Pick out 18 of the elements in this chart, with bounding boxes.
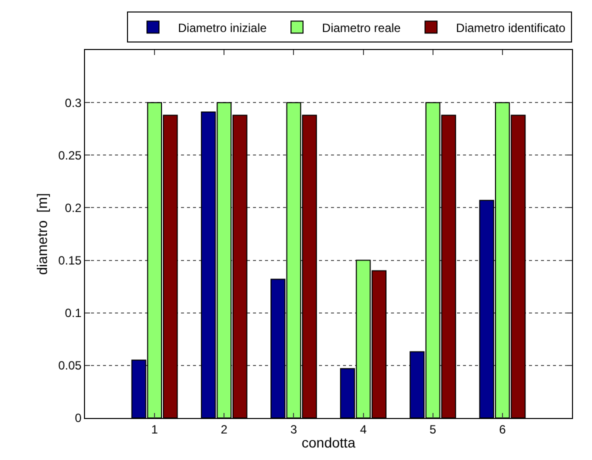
y-tick-label: 0.1 (64, 306, 82, 320)
x-tick-label: 2 (220, 422, 228, 436)
y-axis-title: diametro [m] (34, 193, 50, 275)
y-tick-label: 0 (74, 411, 82, 426)
y-tick-label: 0.2 (64, 200, 82, 215)
legend-label: Diametro identificato (456, 20, 566, 35)
legend-label: Diametro reale (322, 20, 402, 35)
y-tick-label: 0.25 (58, 148, 82, 162)
x-axis-title: condotta (302, 434, 356, 451)
x-tick-label: 3 (290, 422, 298, 436)
x-tick-label: 1 (151, 422, 158, 436)
y-tick-label: 0.3 (64, 96, 82, 110)
x-tick-label: 6 (499, 422, 506, 436)
legend-label: Diametro iniziale (178, 20, 268, 35)
x-tick-label: 5 (430, 422, 437, 436)
x-tick-label: 4 (360, 422, 367, 436)
y-tick-label: 0.15 (58, 253, 82, 268)
y-tick-label: 0.05 (58, 358, 82, 373)
